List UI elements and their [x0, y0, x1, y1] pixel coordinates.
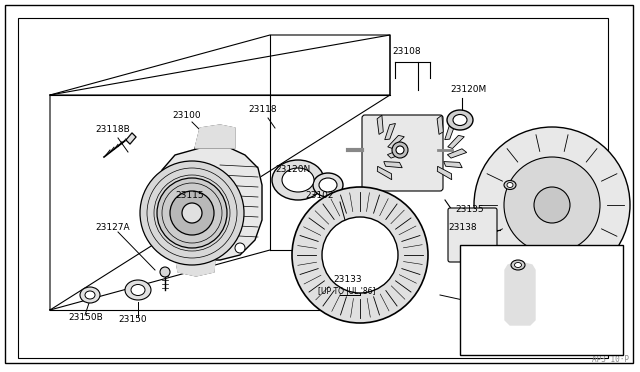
Ellipse shape — [511, 260, 525, 270]
Text: 23120N: 23120N — [275, 166, 310, 174]
Polygon shape — [150, 148, 262, 260]
Text: 23100: 23100 — [172, 110, 200, 119]
Polygon shape — [445, 124, 456, 140]
Polygon shape — [437, 115, 444, 134]
Text: 23127: 23127 — [460, 294, 488, 302]
Polygon shape — [448, 135, 464, 148]
Text: 23138: 23138 — [548, 285, 577, 295]
Polygon shape — [384, 161, 402, 168]
Ellipse shape — [515, 263, 522, 267]
Circle shape — [322, 217, 398, 293]
Text: [UP TO JUL.'86]: [UP TO JUL.'86] — [318, 288, 376, 296]
Polygon shape — [378, 166, 392, 180]
Polygon shape — [387, 149, 406, 158]
Text: 23127A: 23127A — [95, 224, 130, 232]
Polygon shape — [175, 255, 215, 276]
Text: 23115: 23115 — [175, 190, 204, 199]
Circle shape — [182, 203, 202, 223]
Circle shape — [504, 157, 600, 253]
Ellipse shape — [319, 178, 337, 192]
Ellipse shape — [447, 110, 473, 130]
Circle shape — [392, 142, 408, 158]
Polygon shape — [388, 135, 404, 148]
Text: 23118B: 23118B — [95, 125, 130, 135]
Polygon shape — [377, 115, 383, 134]
Circle shape — [292, 187, 428, 323]
Text: 23215: 23215 — [575, 304, 604, 312]
Text: 23135: 23135 — [530, 260, 559, 269]
Text: 23124: 23124 — [468, 253, 497, 263]
Ellipse shape — [507, 183, 513, 187]
Ellipse shape — [313, 173, 343, 197]
Ellipse shape — [125, 280, 151, 300]
Ellipse shape — [131, 285, 145, 295]
Text: 23138: 23138 — [448, 224, 477, 232]
Text: FROM JUL.'86: FROM JUL.'86 — [468, 247, 519, 257]
Text: 23135: 23135 — [455, 205, 484, 215]
Circle shape — [140, 161, 244, 265]
Text: 23108: 23108 — [392, 48, 420, 57]
Ellipse shape — [453, 115, 467, 125]
Polygon shape — [126, 133, 136, 144]
FancyBboxPatch shape — [362, 115, 443, 191]
Text: 23150: 23150 — [118, 315, 147, 324]
Circle shape — [157, 178, 227, 248]
Text: 23102: 23102 — [305, 190, 333, 199]
Polygon shape — [444, 161, 462, 168]
Text: 23118: 23118 — [248, 106, 276, 115]
Polygon shape — [505, 262, 535, 325]
Ellipse shape — [272, 160, 324, 200]
Ellipse shape — [80, 287, 100, 303]
Circle shape — [235, 243, 245, 253]
Ellipse shape — [282, 168, 314, 192]
Polygon shape — [447, 149, 467, 158]
Text: 23120M: 23120M — [450, 86, 486, 94]
Circle shape — [474, 127, 630, 283]
Circle shape — [170, 191, 214, 235]
Text: 23156: 23156 — [537, 193, 566, 202]
Polygon shape — [195, 125, 235, 148]
Polygon shape — [437, 166, 452, 180]
Text: 23133: 23133 — [333, 276, 362, 285]
Text: 23150B: 23150B — [68, 314, 103, 323]
FancyBboxPatch shape — [448, 208, 497, 262]
Circle shape — [160, 267, 170, 277]
Ellipse shape — [85, 291, 95, 299]
Polygon shape — [385, 124, 396, 140]
Ellipse shape — [504, 180, 516, 189]
Circle shape — [396, 146, 404, 154]
Bar — [460, 245, 623, 355]
Circle shape — [534, 187, 570, 223]
Text: AP3 10·P: AP3 10·P — [591, 356, 628, 365]
